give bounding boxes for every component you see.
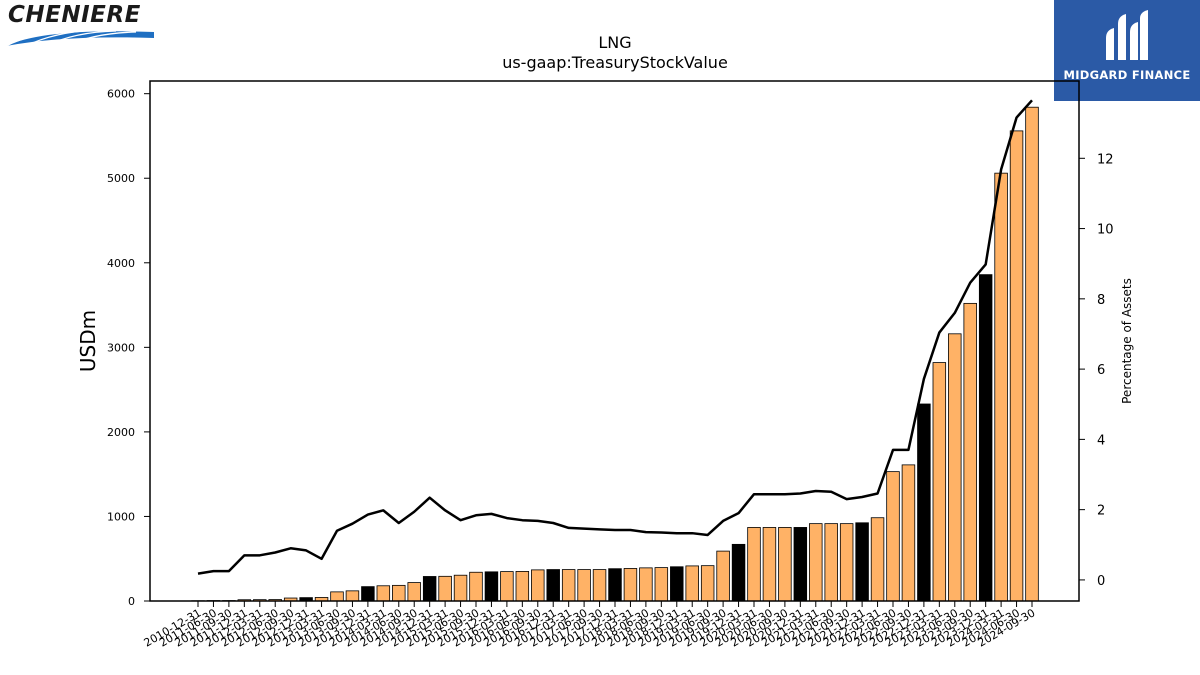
bar bbox=[330, 591, 344, 602]
y2-axis-label: Percentage of Assets bbox=[1120, 278, 1134, 404]
bar bbox=[855, 522, 869, 602]
bar bbox=[484, 571, 499, 602]
cheniere-logo-text: CHENIERE bbox=[8, 2, 141, 28]
bar bbox=[670, 566, 684, 602]
bar bbox=[778, 527, 792, 602]
bar bbox=[469, 571, 483, 602]
bar bbox=[577, 569, 591, 602]
bar bbox=[793, 527, 808, 602]
bar bbox=[870, 517, 885, 602]
bar bbox=[654, 567, 669, 602]
x-axis: 2010-12-312011-06-302011-09-302011-12-31… bbox=[142, 601, 1038, 650]
bar bbox=[948, 333, 962, 602]
line-series bbox=[197, 99, 1033, 575]
y-axis-left: 0 1000 2000 3000 4000 5000 6000 bbox=[107, 88, 150, 608]
bar bbox=[685, 565, 699, 602]
bar bbox=[700, 565, 715, 602]
bar bbox=[1009, 130, 1024, 602]
bar bbox=[392, 584, 406, 602]
bar bbox=[917, 403, 931, 602]
bar bbox=[978, 274, 993, 602]
bar bbox=[639, 567, 653, 602]
bar bbox=[531, 569, 545, 602]
bar bbox=[623, 568, 638, 602]
bar bbox=[345, 590, 360, 602]
y2-tick-label: 4 bbox=[1097, 433, 1105, 448]
bar bbox=[994, 172, 1008, 602]
y2-tick-label: 2 bbox=[1097, 504, 1105, 519]
bar bbox=[716, 550, 730, 602]
bar bbox=[747, 527, 761, 602]
y-tick-label: 2000 bbox=[107, 426, 135, 439]
cheniere-logo-swoosh bbox=[5, 29, 154, 47]
bar bbox=[422, 576, 437, 602]
y-tick-label: 5000 bbox=[107, 172, 135, 185]
y-tick-label: 1000 bbox=[107, 510, 135, 523]
percentage-line bbox=[197, 99, 1033, 575]
bar bbox=[963, 302, 977, 602]
y2-tick-label: 12 bbox=[1097, 152, 1114, 167]
y-tick-label: 6000 bbox=[107, 88, 135, 101]
bar bbox=[932, 362, 947, 602]
bar bbox=[453, 574, 468, 602]
chart-title: LNG bbox=[598, 33, 631, 52]
bar bbox=[407, 582, 421, 602]
bar bbox=[762, 527, 777, 602]
bar bbox=[592, 569, 607, 602]
bar bbox=[901, 464, 916, 602]
bar bbox=[1025, 106, 1039, 602]
y-axis-right: 0 2 4 6 8 10 12 bbox=[1079, 152, 1114, 589]
bar bbox=[438, 575, 452, 602]
bar bbox=[839, 523, 854, 602]
y2-tick-label: 10 bbox=[1097, 223, 1114, 238]
y-axis-label: USDm bbox=[76, 310, 100, 372]
midgard-logo-icon bbox=[1106, 10, 1148, 60]
bar bbox=[376, 585, 391, 602]
y2-tick-label: 6 bbox=[1097, 363, 1105, 378]
y2-tick-label: 0 bbox=[1097, 574, 1105, 589]
chart-subtitle: us-gaap:TreasuryStockValue bbox=[502, 53, 728, 72]
y-tick-label: 3000 bbox=[107, 341, 135, 354]
y2-tick-label: 8 bbox=[1097, 293, 1105, 308]
bar-series bbox=[191, 106, 1039, 602]
bar bbox=[809, 523, 823, 602]
bar bbox=[886, 471, 900, 602]
bar bbox=[361, 586, 375, 602]
bar bbox=[546, 569, 560, 602]
cheniere-logo: CHENIERE bbox=[4, 2, 160, 50]
bar bbox=[500, 571, 514, 602]
midgard-logo-text: MIDGARD FINANCE bbox=[1063, 68, 1191, 82]
y-tick-label: 4000 bbox=[107, 257, 135, 270]
midgard-finance-watermark: MIDGARD FINANCE bbox=[1054, 0, 1200, 101]
y-tick-label: 0 bbox=[128, 595, 135, 608]
bar bbox=[515, 571, 530, 602]
bar bbox=[561, 569, 576, 602]
bar bbox=[824, 523, 838, 602]
bar bbox=[608, 568, 622, 602]
bar bbox=[731, 543, 746, 602]
